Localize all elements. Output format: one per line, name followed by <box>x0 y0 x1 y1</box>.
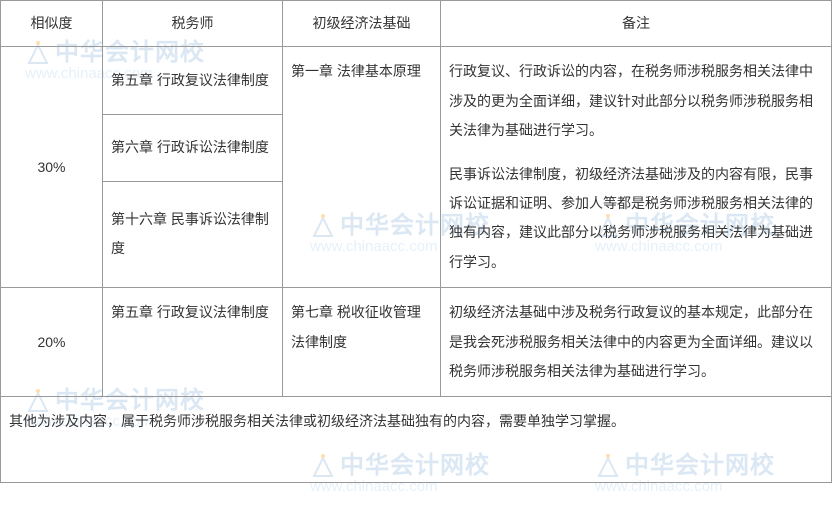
table-row: 20% 第五章 行政复议法律制度 第七章 税收征收管理法律制度 初级经济法基础中… <box>1 288 832 397</box>
table-footer-row: 其他为涉及内容，属于税务师涉税服务相关法律或初级经济法基础独有的内容，需要单独学… <box>1 397 832 482</box>
cell-junior: 第一章 法律基本原理 <box>283 47 441 288</box>
cell-junior: 第七章 税收征收管理法律制度 <box>283 288 441 397</box>
header-junior-economics: 初级经济法基础 <box>283 1 441 47</box>
header-tax-advisor: 税务师 <box>103 1 283 47</box>
cell-similarity: 30% <box>1 47 103 288</box>
table-header-row: 相似度 税务师 初级经济法基础 备注 <box>1 1 832 47</box>
cell-remark: 行政复议、行政诉讼的内容，在税务师涉税服务相关法律中涉及的更为全面详细，建议针对… <box>441 47 832 288</box>
header-similarity: 相似度 <box>1 1 103 47</box>
header-remarks: 备注 <box>441 1 832 47</box>
footer-note: 其他为涉及内容，属于税务师涉税服务相关法律或初级经济法基础独有的内容，需要单独学… <box>1 397 832 482</box>
comparison-table: 相似度 税务师 初级经济法基础 备注 30% 第五章 行政复议法律制度 第一章 … <box>0 0 832 483</box>
cell-tax: 第六章 行政诉讼法律制度 <box>103 114 283 181</box>
cell-tax: 第五章 行政复议法律制度 <box>103 288 283 397</box>
table-row: 30% 第五章 行政复议法律制度 第一章 法律基本原理 行政复议、行政诉讼的内容… <box>1 47 832 114</box>
cell-similarity: 20% <box>1 288 103 397</box>
cell-remark: 初级经济法基础中涉及税务行政复议的基本规定，此部分在是我会死涉税服务相关法律中的… <box>441 288 832 397</box>
cell-tax: 第十六章 民事诉讼法律制度 <box>103 181 283 287</box>
cell-tax: 第五章 行政复议法律制度 <box>103 47 283 114</box>
